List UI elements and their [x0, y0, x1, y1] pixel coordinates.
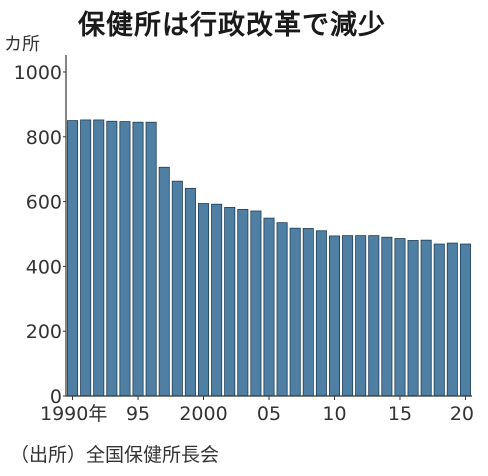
bar-2008	[302, 228, 314, 397]
bar-2013	[368, 235, 380, 397]
bar-1999	[184, 187, 196, 397]
bar-2018	[433, 243, 445, 397]
bar-2017	[420, 239, 432, 397]
x-tick-label: 95	[126, 403, 150, 425]
x-tick-label: 20	[450, 403, 474, 425]
x-tick-label: 15	[388, 403, 412, 425]
bar-2015	[394, 238, 406, 397]
bar-2016	[407, 240, 419, 397]
bar-1995	[132, 121, 144, 397]
y-tick-label: 400	[26, 256, 62, 278]
source-note: （出所）全国保健所長会	[10, 444, 220, 466]
bar-2009	[315, 230, 327, 397]
bar-1992	[93, 119, 105, 397]
bar-2005	[263, 217, 275, 397]
y-tick-label: 600	[26, 192, 62, 214]
x-tick-label: 1990年	[40, 403, 107, 425]
y-tick-label: 1000	[14, 62, 62, 84]
x-ticks-group: 1990年 95 2000 05 10 15 20	[40, 396, 474, 425]
bar-2012	[355, 235, 367, 397]
bar-2000	[198, 203, 210, 397]
bars-group	[67, 119, 471, 397]
bar-2019	[446, 242, 458, 397]
y-tick-label: 0	[50, 386, 62, 408]
bar-1994	[119, 121, 131, 397]
bar-2007	[289, 227, 301, 397]
x-tick-label: 10	[322, 403, 346, 425]
bar-2010	[328, 235, 341, 397]
bar-2020	[459, 243, 471, 397]
bar-1990	[67, 120, 79, 397]
bar-1996	[145, 121, 157, 397]
y-axis-unit-label: カ所	[4, 34, 40, 55]
x-tick-label: 05	[257, 403, 281, 425]
y-tick-label: 800	[26, 127, 62, 149]
bar-2002	[224, 207, 236, 397]
bar-2014	[381, 236, 393, 397]
bar-2006	[276, 222, 288, 397]
bar-2003	[237, 208, 249, 397]
bar-2001	[211, 203, 223, 397]
bar-1997	[158, 166, 170, 397]
bar-2011	[342, 235, 354, 397]
bar-1991	[80, 119, 92, 397]
y-ticks-group: 0 200 400 600 800 1000	[14, 62, 66, 408]
x-tick-label: 2000	[179, 403, 227, 425]
bar-1998	[171, 180, 183, 397]
chart-title: 保健所は行政改革で減少	[78, 10, 386, 41]
y-tick-label: 200	[26, 321, 62, 343]
bar-2004	[250, 210, 262, 397]
bar-1993	[106, 120, 118, 397]
